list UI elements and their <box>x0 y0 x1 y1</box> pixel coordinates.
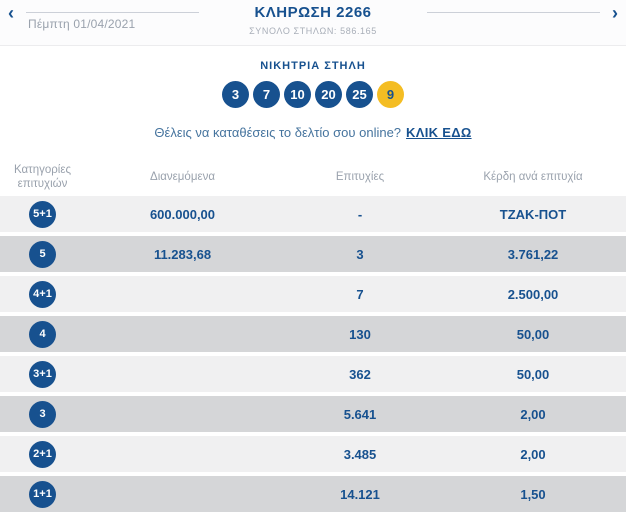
cell-prize: ΤΖΑΚ-ΠΟΤ <box>499 206 567 222</box>
category-badge: 5+1 <box>29 200 56 228</box>
draw-header-right <box>423 0 604 13</box>
draw-header: ‹ Πέμπτη 01/04/2021 ΚΛΗΡΩΣΗ 2266 ΣΥΝΟΛΟ … <box>0 0 626 46</box>
winning-number-ball: 10 <box>284 81 311 108</box>
click-here-link[interactable]: ΚΛΙΚ ΕΔΩ <box>406 125 472 140</box>
winning-number-ball: 7 <box>253 81 280 108</box>
online-question: Θέλεις να καταθέσεις το δελτίο σου onlin… <box>154 125 402 140</box>
table-row: 2+1 3.485 2,00 <box>0 436 626 472</box>
table-row: 3+1 362 50,00 <box>0 356 626 392</box>
cell-prize: 2,00 <box>520 446 546 462</box>
table-row: 5+1 600.000,00 - ΤΖΑΚ-ΠΟΤ <box>0 196 626 232</box>
previous-draw-chevron-icon[interactable]: ‹ <box>8 3 14 23</box>
header-wins: Επιτυχίες <box>335 171 385 183</box>
winning-column-title: ΝΙΚΗΤΡΙΑ ΣΤΗΛΗ <box>260 60 366 72</box>
total-columns-label: ΣΥΝΟΛΟ ΣΤΗΛΩΝ: 586.165 <box>249 26 377 36</box>
draw-header-left: Πέμπτη 01/04/2021 <box>22 0 203 31</box>
cell-prize: 2.500,00 <box>507 286 559 302</box>
winning-number-ball: 3 <box>222 81 249 108</box>
online-cta: Θέλεις να καταθέσεις το δελτίο σου onlin… <box>0 125 626 140</box>
table-row: 5 11.283,68 3 3.761,22 <box>0 236 626 272</box>
draw-title-block: ΚΛΗΡΩΣΗ 2266 ΣΥΝΟΛΟ ΣΤΗΛΩΝ: 586.165 <box>203 0 423 36</box>
header-distributed: Διανεμόμενα <box>150 171 215 183</box>
cell-wins: 3.485 <box>343 446 377 462</box>
joker-number-ball: 9 <box>377 81 404 108</box>
winning-number-ball: 25 <box>346 81 373 108</box>
prize-table-body: 5+1 600.000,00 - ΤΖΑΚ-ΠΟΤ 5 11.283,68 3 … <box>0 196 626 512</box>
cell-prize: 50,00 <box>516 366 550 382</box>
draw-title: ΚΛΗΡΩΣΗ 2266 <box>254 4 372 21</box>
category-badge: 3+1 <box>29 360 56 388</box>
cell-wins: 5.641 <box>343 406 377 422</box>
table-row: 1+1 14.121 1,50 <box>0 476 626 512</box>
next-draw-chevron-icon[interactable]: › <box>612 3 618 23</box>
header-prize: Κέρδη ανά επιτυχία <box>483 171 583 183</box>
header-category: Κατηγορίες επιτυχιών <box>14 164 72 190</box>
category-badge: 1+1 <box>29 480 56 508</box>
category-badge: 4 <box>29 320 56 348</box>
cell-wins: - <box>357 206 363 222</box>
winning-numbers: 3 7 10 20 25 9 <box>0 81 626 108</box>
cell-wins: 3 <box>356 246 364 262</box>
cell-distributed: 11.283,68 <box>153 246 212 262</box>
winning-number-ball: 20 <box>315 81 342 108</box>
table-row: 4 130 50,00 <box>0 316 626 352</box>
draw-date: Πέμπτη 01/04/2021 <box>28 17 136 31</box>
cell-wins: 362 <box>349 366 371 382</box>
cell-prize: 1,50 <box>520 486 546 502</box>
table-row: 3 5.641 2,00 <box>0 396 626 432</box>
cell-prize: 2,00 <box>520 406 546 422</box>
category-badge: 5 <box>29 240 56 268</box>
winning-column-section: ΝΙΚΗΤΡΙΑ ΣΤΗΛΗ 3 7 10 20 25 9 Θέλεις να καταθ… <box>0 46 626 140</box>
cell-wins: 14.121 <box>340 486 380 502</box>
divider <box>26 12 199 13</box>
cell-prize: 50,00 <box>516 326 550 342</box>
category-badge: 4+1 <box>29 280 56 308</box>
table-row: 4+1 7 2.500,00 <box>0 276 626 312</box>
prize-table: Κατηγορίες επιτυχιών Διανεμόμενα Επιτυχί… <box>0 158 626 512</box>
divider <box>427 12 600 13</box>
cell-distributed: 600.000,00 <box>149 206 216 222</box>
cell-wins: 7 <box>356 286 364 302</box>
prize-table-header: Κατηγορίες επιτυχιών Διανεμόμενα Επιτυχί… <box>0 158 626 196</box>
cell-prize: 3.761,22 <box>507 246 559 262</box>
cell-wins: 130 <box>349 326 371 342</box>
category-badge: 2+1 <box>29 440 56 468</box>
category-badge: 3 <box>29 400 56 428</box>
